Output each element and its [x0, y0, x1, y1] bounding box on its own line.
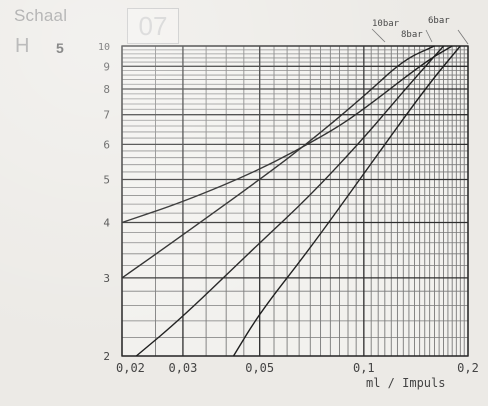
x-tick-label: 0,03 — [168, 361, 197, 375]
y-tick-label: 2 — [103, 350, 110, 363]
chart-code-box: 07 — [127, 8, 179, 44]
x-tick-label: 0,2 — [457, 361, 479, 375]
series-line-8bar — [121, 45, 435, 279]
series-lines — [121, 45, 461, 357]
x-axis-label: ml / Impuls — [366, 376, 445, 390]
x-tick-labels: 0,02 0,03 0,05 0,1 0,2 — [116, 361, 479, 375]
plot-area — [122, 46, 468, 356]
series-line-4bar — [232, 45, 461, 357]
y-tick-label: 9 — [103, 60, 110, 73]
series-label-leader — [425, 29, 433, 43]
series-label-6bar: 6bar — [428, 16, 450, 26]
y-tick-label: 5 — [103, 174, 110, 187]
scale-mark: 5 — [56, 40, 64, 56]
x-tick-label: 0,05 — [245, 361, 274, 375]
x-tick-label: 0,02 — [116, 361, 145, 375]
plot-border — [121, 45, 469, 357]
series-label-leader — [457, 29, 469, 45]
y-tick-label: 3 — [103, 272, 110, 285]
x-tick-label: 0,1 — [353, 361, 375, 375]
y-tick-label: 7 — [103, 109, 110, 122]
y-tick-label: 8 — [103, 83, 110, 96]
y-tick-label: 6 — [103, 138, 110, 151]
grid-major — [121, 45, 469, 357]
scale-symbol: H — [15, 35, 30, 57]
y-tick-label: 4 — [103, 216, 110, 229]
series-line-6bar — [135, 45, 445, 357]
series-label-leader — [371, 28, 386, 43]
y-tick-label: 10 — [98, 42, 110, 53]
y-tick-labels: 2 3 4 5 6 7 8 9 10 — [98, 42, 110, 363]
series-label-8bar: 8bar — [401, 30, 423, 40]
series-line-10bar — [121, 45, 453, 224]
series-label-10bar: 10bar — [372, 19, 400, 29]
scale-label: Schaal — [14, 6, 68, 25]
